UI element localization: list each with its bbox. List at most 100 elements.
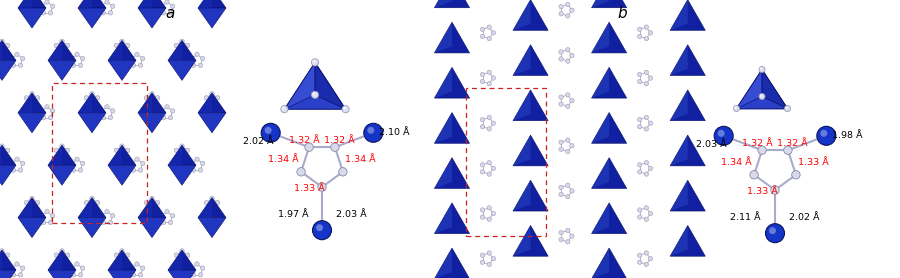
Polygon shape [48,40,76,60]
Text: b: b [617,6,626,21]
Circle shape [491,31,496,35]
Circle shape [71,63,76,68]
Text: 1.32 Å: 1.32 Å [290,136,320,145]
Circle shape [644,81,649,86]
Circle shape [174,148,178,152]
Circle shape [54,253,58,257]
Circle shape [45,105,50,109]
Circle shape [481,253,485,257]
Polygon shape [198,93,212,113]
Circle shape [102,220,105,225]
Circle shape [198,273,202,277]
Polygon shape [18,0,32,8]
Polygon shape [435,203,452,234]
Circle shape [185,43,190,48]
Circle shape [715,126,733,145]
Polygon shape [108,145,136,165]
Polygon shape [435,113,452,143]
Polygon shape [0,145,16,165]
Circle shape [565,228,570,233]
Circle shape [481,125,485,129]
Circle shape [49,115,53,120]
Polygon shape [18,198,46,218]
Circle shape [5,43,10,48]
Circle shape [644,70,649,75]
Circle shape [170,4,175,8]
Circle shape [487,217,491,222]
Polygon shape [513,135,531,166]
Polygon shape [591,248,626,278]
Circle shape [637,34,642,39]
Circle shape [33,207,38,212]
Polygon shape [435,203,470,234]
Polygon shape [138,198,166,218]
Circle shape [648,257,652,261]
Circle shape [644,127,649,131]
Text: 2.03 Å: 2.03 Å [336,210,366,219]
Polygon shape [138,0,152,8]
Circle shape [759,93,765,100]
Polygon shape [198,218,226,238]
Polygon shape [591,158,626,188]
Polygon shape [435,0,470,8]
Circle shape [338,168,347,176]
Circle shape [343,107,346,110]
Circle shape [487,251,491,255]
Circle shape [139,168,143,172]
Polygon shape [670,225,706,256]
Circle shape [4,50,8,54]
Circle shape [99,214,104,218]
Circle shape [102,11,105,15]
Polygon shape [108,165,136,185]
Bar [2,8,212,270]
Circle shape [75,52,79,57]
Text: a: a [166,6,175,21]
Polygon shape [48,250,62,270]
Circle shape [481,170,485,174]
Polygon shape [670,225,688,256]
Circle shape [165,105,169,109]
Polygon shape [762,70,788,108]
Circle shape [57,50,60,54]
Polygon shape [108,145,122,165]
Circle shape [311,59,319,66]
Circle shape [86,207,91,212]
Circle shape [123,50,128,54]
Circle shape [206,102,211,107]
Circle shape [570,98,574,103]
Circle shape [481,260,485,264]
Circle shape [570,234,574,238]
Circle shape [760,67,762,70]
Circle shape [644,25,649,29]
Circle shape [12,168,15,172]
Circle shape [135,157,140,162]
Polygon shape [0,40,16,60]
Polygon shape [284,62,346,109]
Circle shape [18,273,22,277]
Text: 1.32 Å: 1.32 Å [777,139,807,148]
Text: 1.34 Å: 1.34 Å [722,158,752,167]
Circle shape [120,144,124,148]
Circle shape [637,79,642,84]
Polygon shape [0,250,2,270]
Circle shape [176,260,181,264]
Polygon shape [670,45,706,76]
Circle shape [12,63,15,68]
Polygon shape [0,145,2,165]
Circle shape [35,96,40,100]
Circle shape [194,52,199,57]
Circle shape [637,215,642,219]
Circle shape [637,208,642,212]
Circle shape [565,93,570,97]
Circle shape [565,149,570,154]
Circle shape [156,96,160,100]
Circle shape [26,207,31,212]
Circle shape [80,161,85,165]
Circle shape [120,39,124,43]
Circle shape [210,91,214,96]
Circle shape [41,220,46,225]
Polygon shape [284,62,315,109]
Circle shape [94,207,98,212]
Circle shape [565,2,570,7]
Circle shape [104,105,109,109]
